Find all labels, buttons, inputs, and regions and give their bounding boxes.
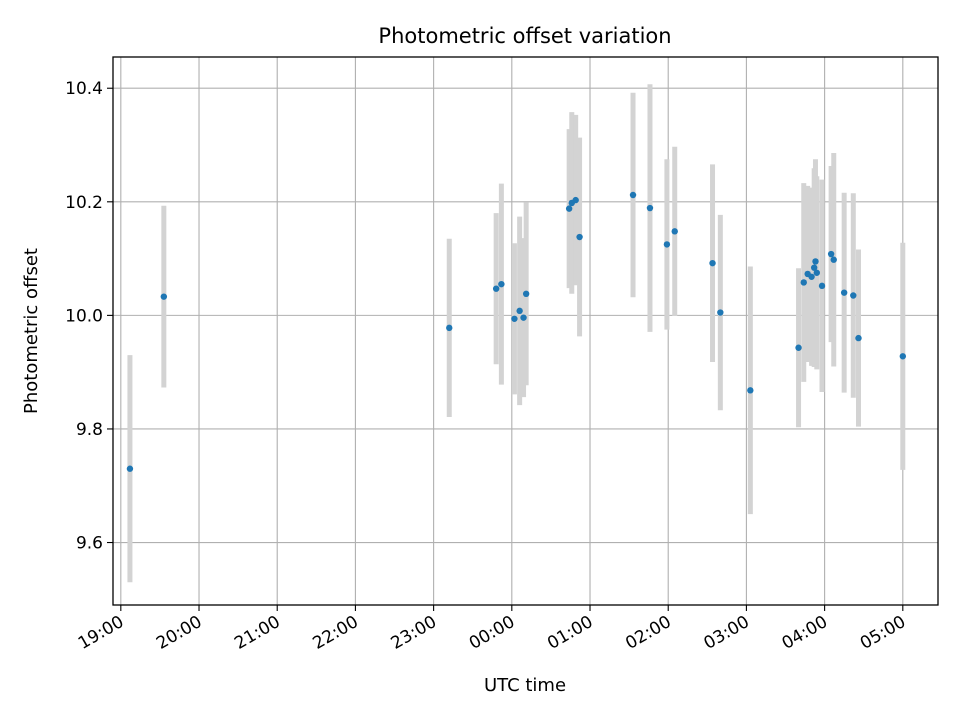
data-point (629, 191, 637, 199)
data-point (522, 290, 530, 298)
data-point (572, 196, 579, 204)
y-tick-label: 10.0 (65, 306, 103, 326)
data-point (576, 233, 583, 241)
y-tick-label: 9.6 (76, 534, 103, 554)
y-tick-label: 9.8 (76, 420, 103, 440)
data-point (800, 279, 807, 286)
data-point (827, 250, 835, 258)
data-point (747, 387, 754, 394)
data-point (709, 259, 716, 267)
data-point (492, 285, 500, 292)
data-point (565, 205, 573, 212)
y-tick-label: 10.4 (65, 79, 103, 99)
data-point (717, 309, 724, 316)
data-point (808, 273, 815, 280)
y-axis-label: Photometric offset (21, 248, 42, 414)
data-point (446, 324, 453, 332)
data-point (850, 292, 857, 299)
data-point (663, 241, 671, 248)
data-point (795, 344, 802, 351)
data-point (160, 293, 168, 300)
data-point (520, 314, 527, 321)
data-point (899, 353, 907, 360)
data-point (813, 269, 820, 276)
data-point (855, 334, 862, 342)
plot-frame (112, 56, 939, 606)
chart-title: Photometric offset variation (378, 24, 671, 48)
data-point (840, 289, 848, 296)
data-points (126, 191, 907, 472)
x-axis-label: UTC time (484, 675, 566, 696)
data-point (126, 465, 134, 472)
data-point (671, 228, 678, 235)
y-tick-label: 10.2 (65, 193, 103, 213)
data-point (830, 256, 837, 263)
data-point (646, 204, 654, 212)
data-point (810, 264, 818, 271)
y-axis: 9.6 9.8 10.0 10.2 10.4 (65, 79, 113, 554)
data-point (818, 282, 826, 290)
data-point (812, 258, 819, 265)
data-point (511, 315, 518, 322)
data-point (516, 307, 523, 315)
data-point (498, 280, 505, 288)
